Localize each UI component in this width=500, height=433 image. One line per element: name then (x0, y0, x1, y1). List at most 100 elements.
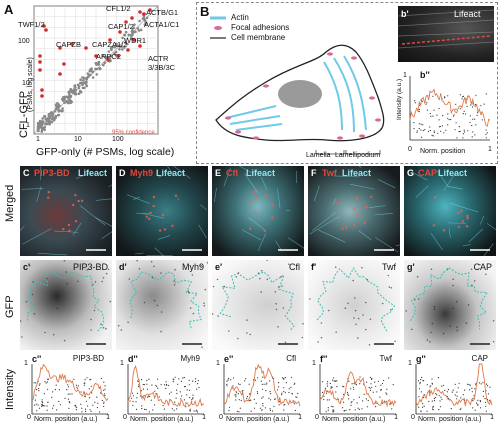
a-dot (69, 88, 72, 91)
plot-x1-c: 1 (106, 414, 110, 421)
a-dot (78, 87, 81, 90)
merged-letter-f: F (311, 168, 317, 178)
gfp-letter-c: c' (23, 262, 30, 272)
a-dot (92, 76, 95, 79)
a-ytick-1: 1 (26, 122, 30, 129)
a-dot (63, 101, 66, 104)
a-red-dot (58, 72, 62, 76)
plot-b-x0: 0 (408, 146, 412, 153)
merged-letter-e: E (215, 168, 221, 178)
a-ytick-100: 100 (18, 38, 30, 45)
a-dot (89, 74, 92, 77)
a-dot (49, 115, 52, 118)
a-dot (94, 68, 97, 71)
a-xtick-1: 1 (36, 136, 40, 143)
merged-name-e: Cfl (226, 168, 238, 178)
plot-x0-d: 0 (123, 414, 127, 421)
plot-letter-e: e'' (224, 354, 233, 364)
merged-lifeact-g: Lifeact (438, 168, 467, 178)
a-dot (41, 117, 44, 120)
plot-b-xlabel: Norm. position (420, 148, 465, 155)
plot-y1-f: 1 (312, 360, 316, 367)
plot-b-y1: 1 (403, 72, 407, 79)
plot-letter-g: g'' (416, 354, 426, 364)
a-dot (77, 84, 80, 87)
a-dot (68, 91, 71, 94)
a-xtick-100: 100 (112, 136, 124, 143)
a-dot (134, 31, 137, 34)
plot-name-c: PIP3-BD (73, 354, 104, 363)
plot-letter-d: d'' (128, 354, 138, 364)
a-dot (48, 123, 51, 126)
a-dot (102, 64, 105, 67)
a-dot (92, 70, 95, 73)
plot-x0-f: 0 (315, 414, 319, 421)
a-dot (47, 119, 50, 122)
legend-membrane: Cell membrane (231, 33, 285, 42)
a-dot (55, 107, 58, 110)
a-dot (81, 84, 84, 87)
plot-y1-e: 1 (216, 360, 220, 367)
a-red-dot (138, 10, 142, 14)
a-dot (68, 97, 71, 100)
row-label-intensity: Intensity (4, 369, 16, 410)
plot-x1-f: 1 (394, 414, 398, 421)
a-dot (95, 73, 98, 76)
lifeact-inset-image: b' Lifeact (398, 6, 494, 62)
gfp-name-d: Myh9 (182, 262, 204, 272)
a-dot (48, 113, 51, 116)
a-dot (79, 78, 82, 81)
plot-xlabel-c: Norm. position (a.u.) (34, 416, 97, 423)
plot-letter-c: c'' (32, 354, 41, 364)
merged-name-c: PIP3-BD (34, 168, 70, 178)
a-red-dot (38, 68, 42, 72)
merged-lifeact-c: Lifeact (78, 168, 107, 178)
a-label-cap: CAP1/2 (108, 22, 134, 31)
a-dot (39, 126, 42, 129)
plot-y1-d: 1 (120, 360, 124, 367)
a-dot (85, 78, 88, 81)
a-dot (73, 85, 76, 88)
plot-name-d: Myh9 (180, 354, 200, 363)
a-red-dot (38, 54, 42, 58)
a-red-dot (38, 60, 42, 64)
a-dot (58, 110, 61, 113)
plot-xlabel-f: Norm. position (a.u.) (322, 416, 385, 423)
a-xtick-10: 10 (74, 136, 82, 143)
a-dot (53, 110, 56, 113)
a-red-dot (62, 62, 66, 66)
a-dot (104, 61, 107, 64)
a-dot (98, 68, 101, 71)
inset-b-prime-label: b' (401, 9, 409, 19)
a-label-acta: ACTA1/C1 (144, 20, 179, 29)
gfp-name-c: PIP3-BD (73, 262, 108, 272)
a-dot (82, 87, 85, 90)
plot-xlabel-g: Norm. position (a.u.) (418, 416, 481, 423)
legend-actin: Actin (231, 13, 249, 22)
a-dot (80, 91, 83, 94)
gfp-letter-d: d' (119, 262, 127, 272)
a-dot (51, 112, 54, 115)
merged-letter-c: C (23, 168, 30, 178)
a-dot (43, 115, 46, 118)
a-dot (58, 103, 61, 106)
a-dot (78, 92, 81, 95)
row-label-gfp: GFP (4, 295, 16, 318)
plot-b (398, 66, 494, 154)
a-red-dot (40, 94, 44, 98)
a-dot (70, 91, 73, 94)
a-dot (89, 70, 92, 73)
plot-name-f: Twf (380, 354, 392, 363)
a-label-capzb: CAPZB (56, 40, 81, 49)
a-dot (54, 116, 57, 119)
gfp-image-d: d' Myh9 (116, 260, 208, 350)
a-label-actr: ACTR (148, 54, 168, 63)
a-dot (75, 93, 78, 96)
plot-x0-e: 0 (219, 414, 223, 421)
gfp-image-g: g'CAP (404, 260, 496, 350)
